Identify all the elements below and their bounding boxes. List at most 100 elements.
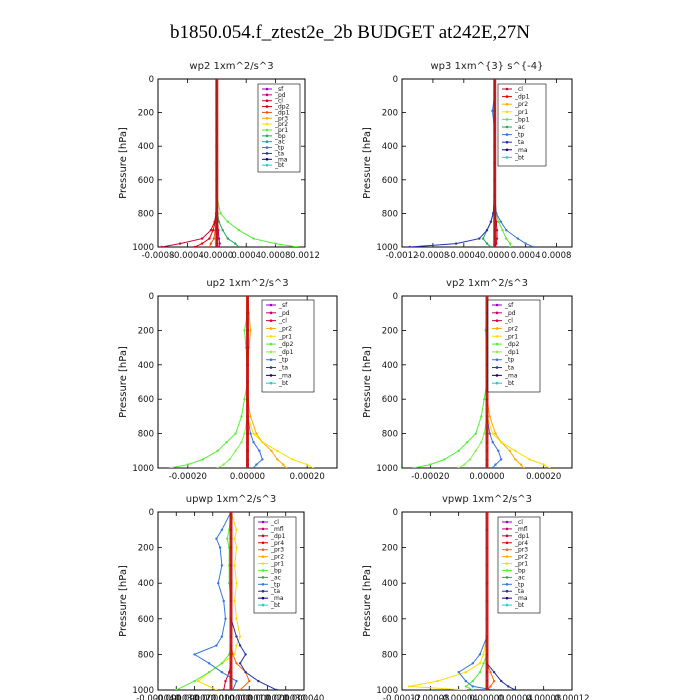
y-tick-label: 0	[149, 75, 154, 85]
legend-marker	[505, 569, 509, 572]
x-tick-label: 0.000030	[265, 694, 306, 700]
x-tick-label: -0.0004	[171, 251, 204, 261]
legend-marker	[265, 157, 269, 161]
data-point	[222, 599, 225, 603]
x-tick-label: 0.00000	[469, 472, 504, 482]
legend-marker	[505, 541, 509, 545]
legend-marker	[505, 133, 509, 136]
legend-marker	[505, 118, 509, 121]
data-point	[548, 466, 551, 468]
data-point	[220, 564, 224, 567]
data-point	[217, 582, 220, 585]
y-axis-label: Pressure [hPa]	[118, 565, 129, 637]
legend-marker	[505, 520, 509, 524]
data-point	[457, 449, 460, 452]
y-tick-label: 800	[138, 430, 154, 440]
data-point	[233, 599, 236, 603]
data-point	[224, 617, 227, 620]
legend-label: _dp2	[278, 341, 294, 348]
legend-label: _tp	[504, 357, 514, 364]
y-tick-label: 600	[382, 395, 398, 405]
legend: _sf_pd_cl_pr2_pr1_dp2_dp1_tp_ta_ma_bt	[487, 299, 541, 393]
legend-box	[497, 83, 547, 167]
data-point	[407, 685, 411, 688]
legend-label: _sf	[278, 302, 288, 309]
legend-marker	[265, 93, 269, 97]
data-point	[252, 441, 255, 444]
data-point	[500, 441, 503, 444]
legend-marker	[269, 374, 273, 377]
legend-label: _ma	[514, 147, 528, 154]
legend-marker	[495, 303, 499, 307]
series-line-dp1	[458, 296, 488, 468]
legend-label: _mfl	[514, 526, 528, 533]
data-point	[454, 242, 458, 245]
data-point	[235, 679, 238, 683]
series-group	[407, 512, 517, 690]
legend: _sf_pd_cl_pr2_pr1_dp2_dp1_tp_ta_ma_bt	[261, 299, 315, 393]
legend-label: _ta	[504, 365, 514, 372]
y-tick-label: 400	[382, 361, 398, 371]
data-point	[478, 662, 482, 665]
legend-label: _tp	[514, 132, 524, 139]
legend-marker	[265, 128, 269, 132]
legend-marker	[505, 527, 509, 531]
legend-label: _bt	[514, 602, 525, 609]
x-tick-label: 0.0008	[261, 251, 291, 261]
y-axis-label: Pressure [hPa]	[362, 127, 373, 199]
data-point	[507, 685, 510, 688]
data-point	[480, 415, 483, 418]
legend-label: _pr1	[278, 333, 292, 340]
data-point	[168, 466, 172, 468]
legend-label: _pr4	[270, 540, 284, 547]
data-point	[237, 245, 241, 247]
data-point	[296, 245, 299, 247]
legend-marker	[505, 148, 509, 152]
panel-4: vp2 1xm^2/s^3 Pressure [hPa] 0 200 400 600 800…	[362, 278, 573, 482]
legend-label: _ma	[274, 156, 288, 163]
series-line-dp2	[413, 296, 488, 468]
legend-label: _pr3	[514, 547, 528, 554]
data-point	[412, 466, 415, 468]
legend-label: _ma	[270, 595, 284, 602]
legend-label: _bt	[270, 602, 281, 609]
legend-marker	[269, 350, 273, 354]
legend: _cl_mfl_dp1_pr4_pr3_pr2_pr1_bp_ac_tp_ta_…	[253, 516, 297, 614]
x-tick-label: 0.000040	[284, 694, 325, 700]
data-point	[249, 415, 252, 418]
data-point	[497, 220, 500, 223]
data-point	[485, 242, 489, 245]
legend-marker	[261, 576, 265, 579]
legend: _cl_mfl_dp1_pr4_pr3_pr2_pr1_bp_ac_tp_ta_…	[497, 516, 541, 614]
legend-label: _pr2	[514, 101, 528, 108]
legend-label: _pr2	[514, 554, 528, 561]
series-line-ta	[409, 79, 496, 247]
legend-box	[257, 83, 301, 173]
y-tick-label: 400	[382, 142, 398, 152]
data-point	[238, 688, 242, 690]
series-line-tp	[457, 512, 495, 690]
series-line-cl	[161, 79, 218, 247]
data-point	[485, 229, 489, 232]
legend-label: _pr2	[270, 554, 284, 561]
data-point	[505, 229, 508, 232]
data-point	[491, 109, 494, 113]
data-point	[509, 245, 512, 247]
data-point	[464, 685, 467, 688]
data-point	[215, 537, 218, 540]
legend-box	[253, 516, 297, 614]
data-point	[466, 441, 469, 444]
data-point	[463, 463, 466, 466]
y-tick-label: 0	[393, 292, 398, 302]
data-point	[217, 245, 221, 247]
legend-marker	[495, 350, 499, 354]
legend-label: _pr3	[274, 115, 288, 122]
data-point	[244, 671, 247, 674]
series-line-pr1	[409, 512, 488, 690]
legend-label: _dp2	[504, 341, 520, 348]
y-tick-label: 0	[393, 75, 398, 85]
y-tick-label: 200	[382, 544, 398, 554]
legend-marker	[265, 111, 269, 114]
y-tick-label: 600	[382, 176, 398, 186]
data-point	[237, 229, 241, 232]
